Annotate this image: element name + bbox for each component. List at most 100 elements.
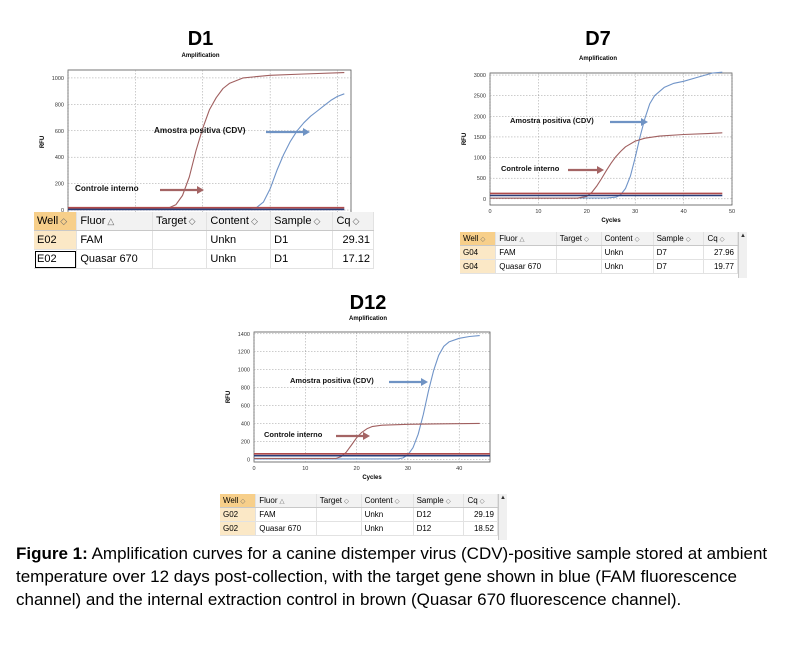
column-header-label: Target [559, 234, 582, 243]
quasar-curve [254, 422, 480, 459]
column-header-label: Cq [467, 496, 478, 505]
column-header-content[interactable]: Content ◇ [361, 494, 414, 508]
sort-icon[interactable]: ◇ [343, 498, 349, 505]
x-tick-label: 40 [456, 466, 462, 472]
y-tick-label: 3000 [474, 73, 486, 79]
y-tick-label: 1000 [52, 76, 64, 82]
sort-ascending-icon[interactable]: △ [107, 216, 115, 226]
table-row[interactable]: G02 FAM Unkn D12 29.19 [220, 507, 498, 522]
cell-cq: 27.96 [703, 245, 738, 260]
sort-icon[interactable]: ◇ [240, 498, 246, 505]
sort-icon[interactable]: ◇ [250, 216, 258, 226]
annotation-label: Controle interno [264, 430, 323, 439]
scroll-up-icon[interactable]: ▲ [740, 233, 746, 239]
column-header-fluor[interactable]: Fluor △ [76, 212, 154, 231]
x-tick-label: 30 [632, 209, 638, 215]
sort-icon[interactable]: ◇ [394, 498, 400, 505]
x-tick-label: 20 [584, 209, 590, 215]
sort-icon[interactable]: ◇ [583, 236, 589, 243]
cell-cq: 17.12 [332, 249, 374, 269]
plot-title: Amplification [181, 53, 220, 59]
table-row[interactable]: E02 FAM Unkn D1 29.31 [34, 230, 374, 250]
amplification-chart-d7: 0 10 20 30 40 50050010001500200025003000Cycle… [462, 71, 735, 224]
cell-well: E02 [34, 230, 78, 250]
column-header-label: Content [210, 215, 249, 227]
column-header-cq[interactable]: Cq ◇ [463, 494, 498, 508]
x-tick-label: 0 [488, 209, 491, 215]
x-axis-label: Cycles [601, 218, 621, 224]
sort-ascending-icon[interactable]: △ [519, 236, 525, 243]
column-header-sample[interactable]: Sample ◇ [413, 494, 465, 508]
sort-icon[interactable]: ◇ [445, 498, 451, 505]
column-header-label: Target [156, 215, 187, 227]
plot-title: Amplification [348, 316, 387, 322]
table-scrollbar[interactable]: ▲ [498, 494, 507, 540]
panel-title: D12 [349, 292, 387, 314]
panel-d1: D1 Amplification 01020304002004006008001… [28, 28, 374, 273]
plot-area [67, 69, 352, 215]
column-header-target[interactable]: Target ◇ [152, 212, 208, 231]
y-tick-label: 0 [483, 197, 486, 203]
sort-icon[interactable]: ◇ [60, 216, 67, 226]
y-tick-label: 1500 [474, 135, 486, 141]
column-header-label: Sample [416, 496, 444, 505]
x-axis-label: Cycles [362, 475, 382, 481]
column-header-label: Fluor [80, 215, 106, 227]
column-header-content[interactable]: Content ◇ [206, 212, 272, 231]
annotation-label: Controle interno [75, 184, 139, 193]
y-tick-label: 200 [55, 182, 64, 188]
sort-icon[interactable]: ◇ [352, 216, 360, 226]
sort-icon[interactable]: ◇ [479, 498, 485, 505]
sort-icon[interactable]: ◇ [313, 216, 321, 226]
y-tick-label: 2500 [474, 94, 486, 100]
cell-fluor: Quasar 670 [495, 259, 557, 274]
column-header-cq[interactable]: Cq ◇ [332, 212, 374, 231]
cell-sample: D1 [270, 249, 334, 269]
cell-sample: D12 [413, 521, 465, 536]
table-header-row: Well ◇ Fluor △ Target ◇ Content ◇ Sample ◇ Cq ◇ [460, 232, 738, 246]
cell-content: Unkn [601, 245, 654, 260]
cell-target [556, 259, 602, 274]
sort-icon[interactable]: ◇ [480, 236, 486, 243]
y-tick-label: 1200 [238, 350, 250, 356]
annotation-label: Amostra positiva (CDV) [154, 126, 246, 135]
sort-icon[interactable]: ◇ [634, 236, 640, 243]
cell-sample: D7 [653, 245, 705, 260]
sort-ascending-icon[interactable]: △ [279, 498, 285, 505]
cell-well: G04 [460, 259, 497, 274]
table-row[interactable]: E02 Quasar 670 Unkn D1 17.12 [34, 249, 374, 269]
cell-content: Unkn [206, 249, 272, 269]
cell-cq: 19.77 [703, 259, 738, 274]
figure-caption: Figure 1: Amplification curves for a can… [16, 542, 786, 611]
y-tick-label: 600 [241, 404, 250, 410]
table-scrollbar[interactable]: ▲ [738, 232, 747, 278]
column-header-target[interactable]: Target ◇ [556, 232, 602, 246]
column-header-cq[interactable]: Cq ◇ [703, 232, 738, 246]
column-header-label: Sample [656, 234, 684, 243]
column-header-well[interactable]: Well ◇ [460, 232, 497, 246]
scroll-up-icon[interactable]: ▲ [500, 495, 506, 501]
sort-icon[interactable]: ◇ [719, 236, 725, 243]
cell-fluor: FAM [255, 507, 317, 522]
annotation-arrow-head [421, 378, 428, 386]
column-header-fluor[interactable]: Fluor △ [495, 232, 557, 246]
table-row[interactable]: G04 Quasar 670 Unkn D7 19.77 [460, 259, 738, 274]
y-tick-label: 400 [55, 155, 64, 161]
column-header-sample[interactable]: Sample ◇ [653, 232, 705, 246]
column-header-target[interactable]: Target ◇ [316, 494, 362, 508]
y-tick-label: 400 [241, 421, 250, 427]
y-tick-label: 800 [55, 102, 64, 108]
quasar-curve [68, 72, 345, 210]
table-row[interactable]: G02 Quasar 670 Unkn D12 18.52 [220, 521, 498, 536]
column-header-sample[interactable]: Sample ◇ [270, 212, 334, 231]
sort-icon[interactable]: ◇ [685, 236, 691, 243]
table-row[interactable]: G04 FAM Unkn D7 27.96 [460, 245, 738, 260]
column-header-well[interactable]: Well ◇ [220, 494, 257, 508]
sort-icon[interactable]: ◇ [188, 216, 196, 226]
caption-text: Amplification curves for a canine distem… [16, 544, 768, 609]
column-header-content[interactable]: Content ◇ [601, 232, 654, 246]
annotation-label: Amostra positiva (CDV) [290, 376, 374, 385]
column-header-fluor[interactable]: Fluor △ [255, 494, 317, 508]
annotation-arrow-head [641, 118, 648, 126]
column-header-well[interactable]: Well ◇ [34, 212, 78, 231]
